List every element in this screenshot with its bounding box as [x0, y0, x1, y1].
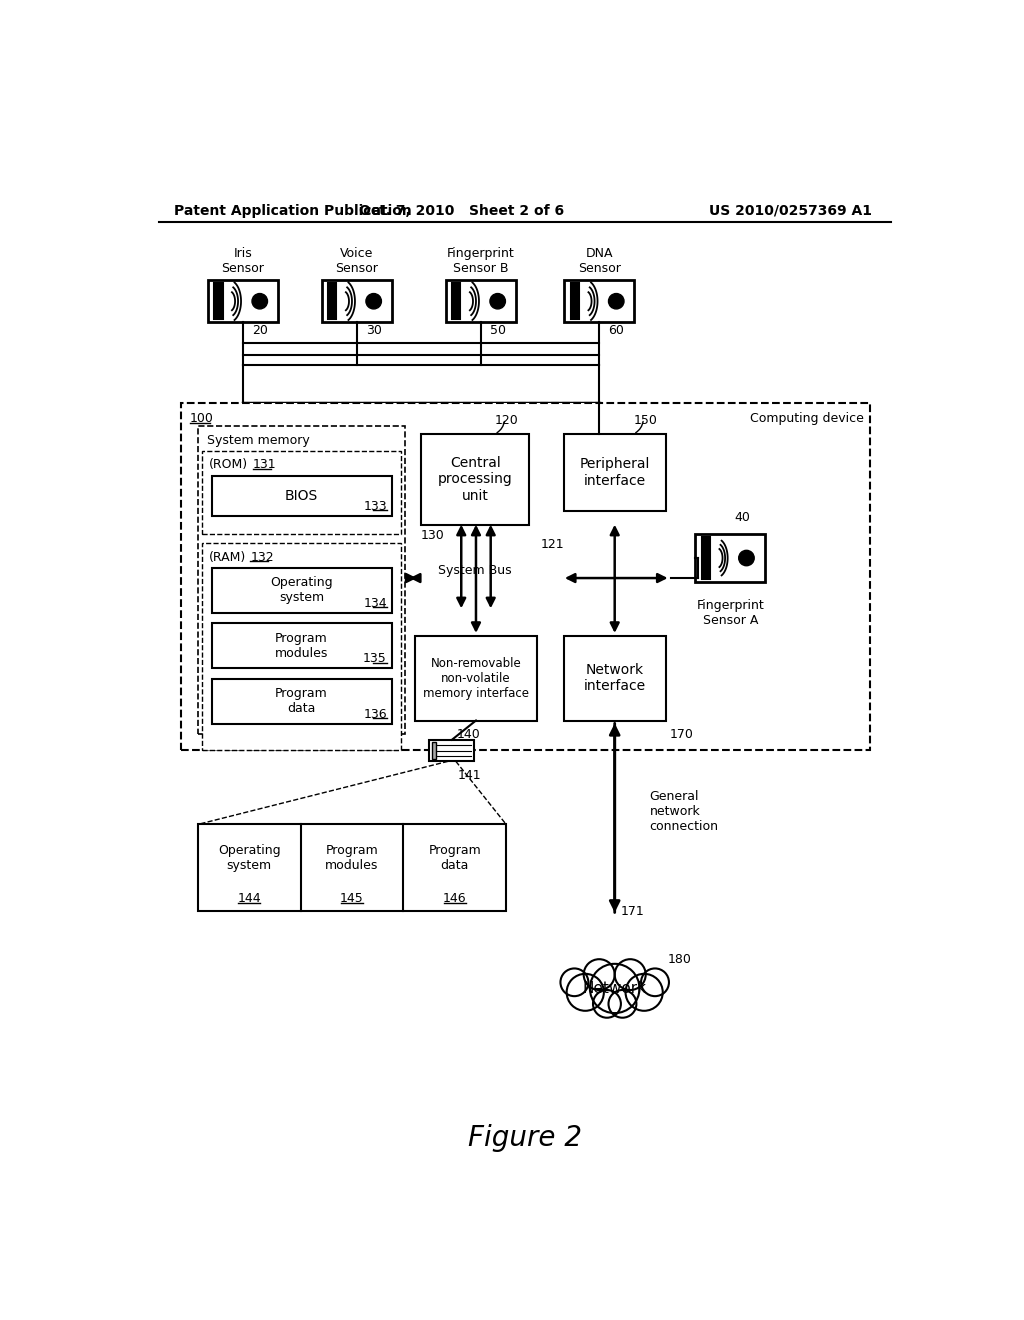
Circle shape	[608, 990, 636, 1018]
Text: Program
modules: Program modules	[326, 845, 379, 873]
Circle shape	[738, 550, 755, 566]
Text: 146: 146	[443, 892, 467, 906]
Text: Fingerprint
Sensor A: Fingerprint Sensor A	[697, 599, 765, 627]
Bar	[701, 537, 710, 579]
Circle shape	[560, 969, 589, 997]
Bar	[212, 678, 391, 723]
Text: Computing device: Computing device	[751, 412, 864, 425]
Circle shape	[608, 293, 624, 309]
Circle shape	[366, 293, 381, 309]
Text: System Bus: System Bus	[438, 564, 512, 577]
Text: 121: 121	[541, 539, 564, 552]
Text: Figure 2: Figure 2	[468, 1123, 582, 1152]
Text: Peripheral
interface: Peripheral interface	[580, 458, 650, 487]
Text: 150: 150	[634, 413, 658, 426]
Text: 30: 30	[366, 323, 382, 337]
Text: 180: 180	[668, 953, 691, 966]
Text: 132: 132	[251, 550, 274, 564]
Text: 20: 20	[252, 323, 267, 337]
Text: Voice
Sensor: Voice Sensor	[335, 247, 378, 276]
Bar	[198, 825, 506, 911]
Bar	[452, 284, 461, 319]
Circle shape	[626, 974, 663, 1011]
Text: 171: 171	[621, 906, 645, 917]
Text: System memory: System memory	[207, 434, 310, 446]
Text: 131: 131	[253, 458, 276, 471]
Bar	[563, 636, 666, 721]
Circle shape	[593, 990, 621, 1018]
Text: Central
processing
unit: Central processing unit	[438, 457, 513, 503]
Text: Program
data: Program data	[428, 845, 481, 873]
Text: (RAM): (RAM)	[209, 550, 246, 564]
Bar	[322, 280, 391, 322]
Bar	[212, 623, 391, 668]
Bar	[214, 284, 222, 319]
Bar	[564, 280, 634, 322]
Text: Operating
system: Operating system	[218, 845, 281, 873]
Bar	[198, 426, 406, 734]
Text: Non-removable
non-volatile
memory interface: Non-removable non-volatile memory interf…	[423, 656, 529, 700]
Bar	[328, 284, 337, 319]
Bar	[180, 404, 870, 750]
Text: DNA
Sensor: DNA Sensor	[578, 247, 621, 276]
Text: 135: 135	[364, 652, 387, 665]
Circle shape	[590, 964, 640, 1014]
Text: 133: 133	[364, 500, 387, 513]
Text: (ROM): (ROM)	[209, 458, 248, 471]
Text: Program
data: Program data	[275, 688, 328, 715]
Text: 136: 136	[364, 708, 387, 721]
Bar	[212, 568, 391, 612]
Text: 60: 60	[608, 323, 625, 337]
Bar	[208, 280, 278, 322]
Text: 134: 134	[364, 597, 387, 610]
Bar	[432, 742, 436, 759]
Bar	[570, 284, 579, 319]
Circle shape	[489, 293, 506, 309]
Circle shape	[566, 974, 604, 1011]
Circle shape	[584, 960, 614, 990]
Text: 141: 141	[458, 768, 481, 781]
Text: Network
interface: Network interface	[584, 663, 646, 693]
Text: General
network
connection: General network connection	[649, 789, 719, 833]
Text: 100: 100	[190, 412, 214, 425]
Bar	[563, 434, 666, 511]
Bar	[429, 739, 474, 762]
Text: US 2010/0257369 A1: US 2010/0257369 A1	[709, 203, 872, 218]
Text: 170: 170	[670, 727, 693, 741]
Text: 50: 50	[489, 323, 506, 337]
Text: Patent Application Publication: Patent Application Publication	[174, 203, 413, 218]
Text: 120: 120	[495, 413, 518, 426]
Text: 145: 145	[340, 892, 364, 906]
Text: 130: 130	[421, 529, 444, 543]
Text: Program
modules: Program modules	[274, 632, 329, 660]
Bar	[445, 280, 515, 322]
Text: Operating
system: Operating system	[270, 577, 333, 605]
Bar	[203, 544, 400, 750]
Text: 140: 140	[457, 727, 480, 741]
Bar	[203, 451, 400, 535]
Circle shape	[614, 960, 646, 990]
Bar	[212, 475, 391, 516]
Circle shape	[252, 293, 267, 309]
Text: Oct. 7, 2010   Sheet 2 of 6: Oct. 7, 2010 Sheet 2 of 6	[358, 203, 564, 218]
Text: Iris
Sensor: Iris Sensor	[221, 247, 264, 276]
Text: BIOS: BIOS	[285, 488, 318, 503]
Text: Network: Network	[583, 981, 647, 997]
Bar	[415, 636, 538, 721]
Text: Fingerprint
Sensor B: Fingerprint Sensor B	[446, 247, 514, 276]
Text: 40: 40	[735, 511, 751, 524]
Bar	[421, 434, 529, 525]
Text: 144: 144	[238, 892, 261, 906]
Circle shape	[641, 969, 669, 997]
Bar	[695, 535, 765, 582]
